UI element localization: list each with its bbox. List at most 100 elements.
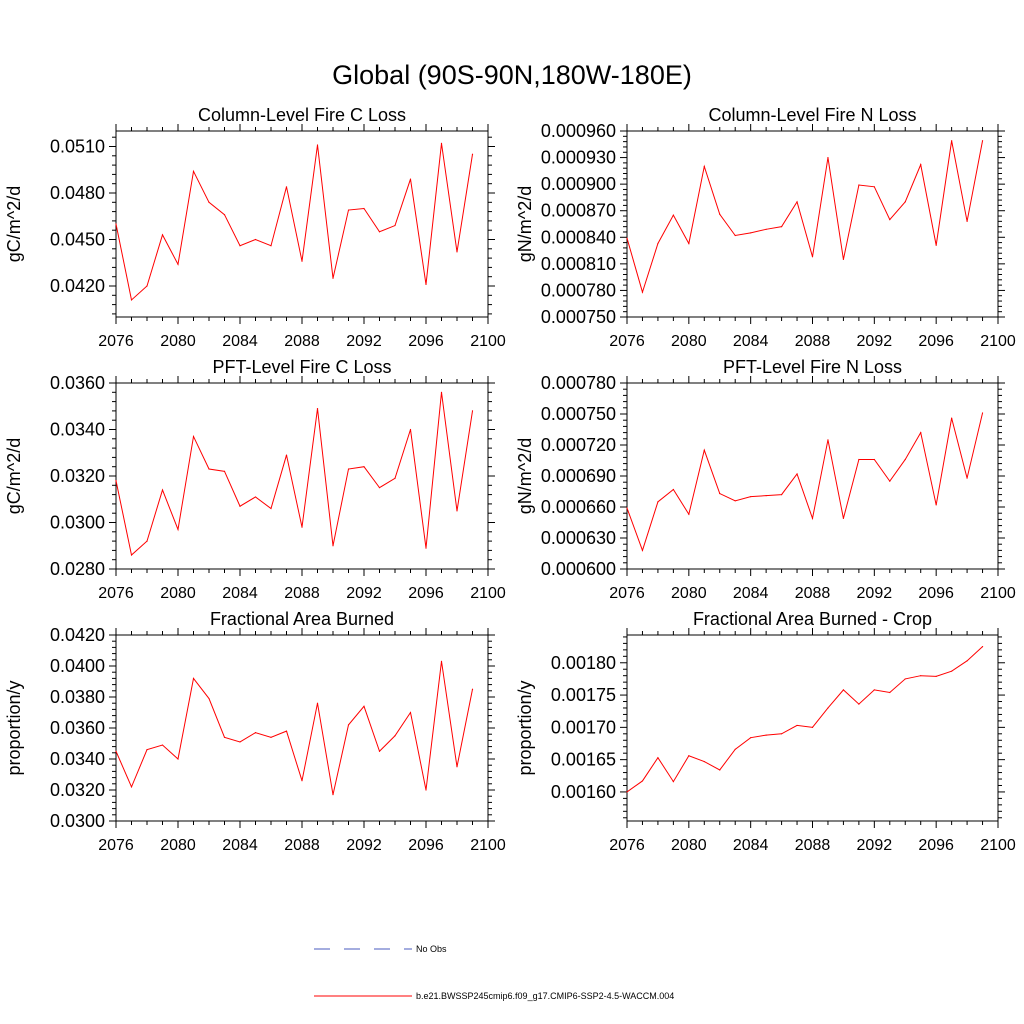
panel-4-xtick-label: 2080 xyxy=(671,585,707,602)
panel-1-xtick-label: 2076 xyxy=(98,333,134,350)
panel-6-ytick-label: 0.00165 xyxy=(551,750,616,770)
panel-1-point xyxy=(177,263,179,265)
panel-2-point xyxy=(796,201,798,203)
panel-5-xtick-label: 2080 xyxy=(160,837,196,854)
panel-4-point xyxy=(719,492,721,495)
panel-3-point xyxy=(223,470,226,472)
panel-4-point xyxy=(904,458,906,461)
panel-6-point xyxy=(842,689,845,691)
panel-6-xtick-label: 2096 xyxy=(918,837,954,854)
panel-1-point xyxy=(270,245,272,247)
panel-4-ytick-label: 0.000660 xyxy=(541,497,616,517)
panel-1-point xyxy=(456,251,458,253)
panel-3-point xyxy=(316,407,319,410)
panel-6-point xyxy=(920,675,922,677)
panel-1-point xyxy=(316,144,319,146)
panel-3-point xyxy=(332,545,334,547)
panel-6-point xyxy=(780,733,783,735)
panel-4-ylabel: gN/m^2/d xyxy=(515,438,535,514)
panel-3-point xyxy=(270,507,272,510)
panel-1-xtick-label: 2088 xyxy=(284,333,320,350)
panel-5-ylabel: proportion/y xyxy=(4,680,24,775)
panel-6-point xyxy=(889,691,891,694)
panel-3-point xyxy=(161,489,164,491)
panel-4-point xyxy=(951,417,953,419)
panel-5: Fractional Area Burned proportion/y 2076 20… xyxy=(4,609,506,854)
panel-6-xtick-label: 2088 xyxy=(795,837,831,854)
panel-2-point xyxy=(981,140,984,142)
panel-5-xtick-label: 2092 xyxy=(346,837,382,854)
panel-1-point xyxy=(394,224,396,227)
panel-5-point xyxy=(378,750,381,752)
legend-model-label: b.e21.BWSSP245cmip6.f09_g17.CMIP6-SSP2-4… xyxy=(416,991,674,1001)
panel-1-point xyxy=(146,285,148,287)
panel-3-ytick-label: 0.0340 xyxy=(50,420,105,440)
panel-1-point xyxy=(363,207,365,210)
panel-5-point xyxy=(270,736,272,738)
panel-4-point xyxy=(842,517,845,519)
panel-2-point xyxy=(750,232,752,234)
panel-1-point xyxy=(347,209,350,211)
panel-2-title: Column-Level Fire N Loss xyxy=(708,105,916,125)
panel-6-point xyxy=(873,689,875,691)
panel-5-point xyxy=(130,786,133,788)
panel-5-point xyxy=(316,702,319,704)
panel-5-point xyxy=(254,732,257,734)
panel-1-xtick-label: 2100 xyxy=(470,333,506,350)
panel-3-point xyxy=(456,510,458,512)
panel-1-ytick-label: 0.0510 xyxy=(50,137,105,157)
panel-6-ylabel: proportion/y xyxy=(515,680,535,775)
panel-1-point xyxy=(115,223,117,225)
panel-5-point xyxy=(394,735,396,737)
panel-3-point xyxy=(115,480,117,482)
panel-1-point xyxy=(130,299,133,301)
panel-5-point xyxy=(347,724,350,726)
panel-3-point xyxy=(394,477,396,479)
panel-6-point xyxy=(951,670,953,672)
panel-5-point xyxy=(440,660,443,662)
panel-6-point xyxy=(904,678,906,680)
panel-5-point xyxy=(177,758,179,760)
panel-1-xtick-label: 2092 xyxy=(346,333,382,350)
panel-5-point xyxy=(146,749,148,751)
panel-4-point xyxy=(827,439,829,441)
panel-6-point xyxy=(935,675,937,677)
panel-2-point xyxy=(719,213,721,215)
panel-3-ytick-label: 0.0300 xyxy=(50,513,105,533)
panel-4: PFT-Level Fire N Loss gN/m^2/d 2076 2080 208… xyxy=(515,357,1016,602)
panel-5-point xyxy=(239,741,241,743)
panel-4-ytick-label: 0.000720 xyxy=(541,435,616,455)
panel-6-point xyxy=(750,737,752,739)
panel-2-point xyxy=(626,237,628,239)
panel-5-xtick-label: 2096 xyxy=(408,837,444,854)
panel-1-point xyxy=(471,153,474,155)
panel-2-point xyxy=(657,242,659,245)
panel-2-series-line xyxy=(626,140,984,294)
panel-1-point xyxy=(239,245,241,247)
panel-1-ytick-label: 0.0450 xyxy=(50,230,105,250)
panel-3-series-line xyxy=(115,392,473,557)
panel-6-point xyxy=(626,791,628,793)
panel-1-xtick-label: 2084 xyxy=(222,333,258,350)
panel-1-xtick-label: 2096 xyxy=(408,333,444,350)
panel-2-ytick-label: 0.000810 xyxy=(541,254,616,274)
panel-3-title: PFT-Level Fire C Loss xyxy=(212,357,391,377)
panel-6-xtick-label: 2076 xyxy=(609,837,645,854)
panel-4-series-line xyxy=(626,412,984,552)
panel-5-point xyxy=(285,730,288,732)
panel-2-point xyxy=(842,258,845,261)
panel-6-point xyxy=(641,780,644,782)
panel-1-point xyxy=(409,178,412,180)
panel-1-point xyxy=(161,234,164,236)
panel-5-ytick-label: 0.0320 xyxy=(50,780,105,800)
panel-2-point xyxy=(641,291,644,293)
panel-6-point xyxy=(734,748,736,750)
panel-3-point xyxy=(285,454,288,456)
panel-1-point xyxy=(254,238,257,241)
panel-3-point xyxy=(301,526,303,528)
panel-6-ytick-label: 0.00170 xyxy=(551,717,616,737)
panel-4-point xyxy=(626,507,628,509)
panel-2-ytick-label: 0.000840 xyxy=(541,227,616,247)
panel-2-point xyxy=(688,242,690,245)
